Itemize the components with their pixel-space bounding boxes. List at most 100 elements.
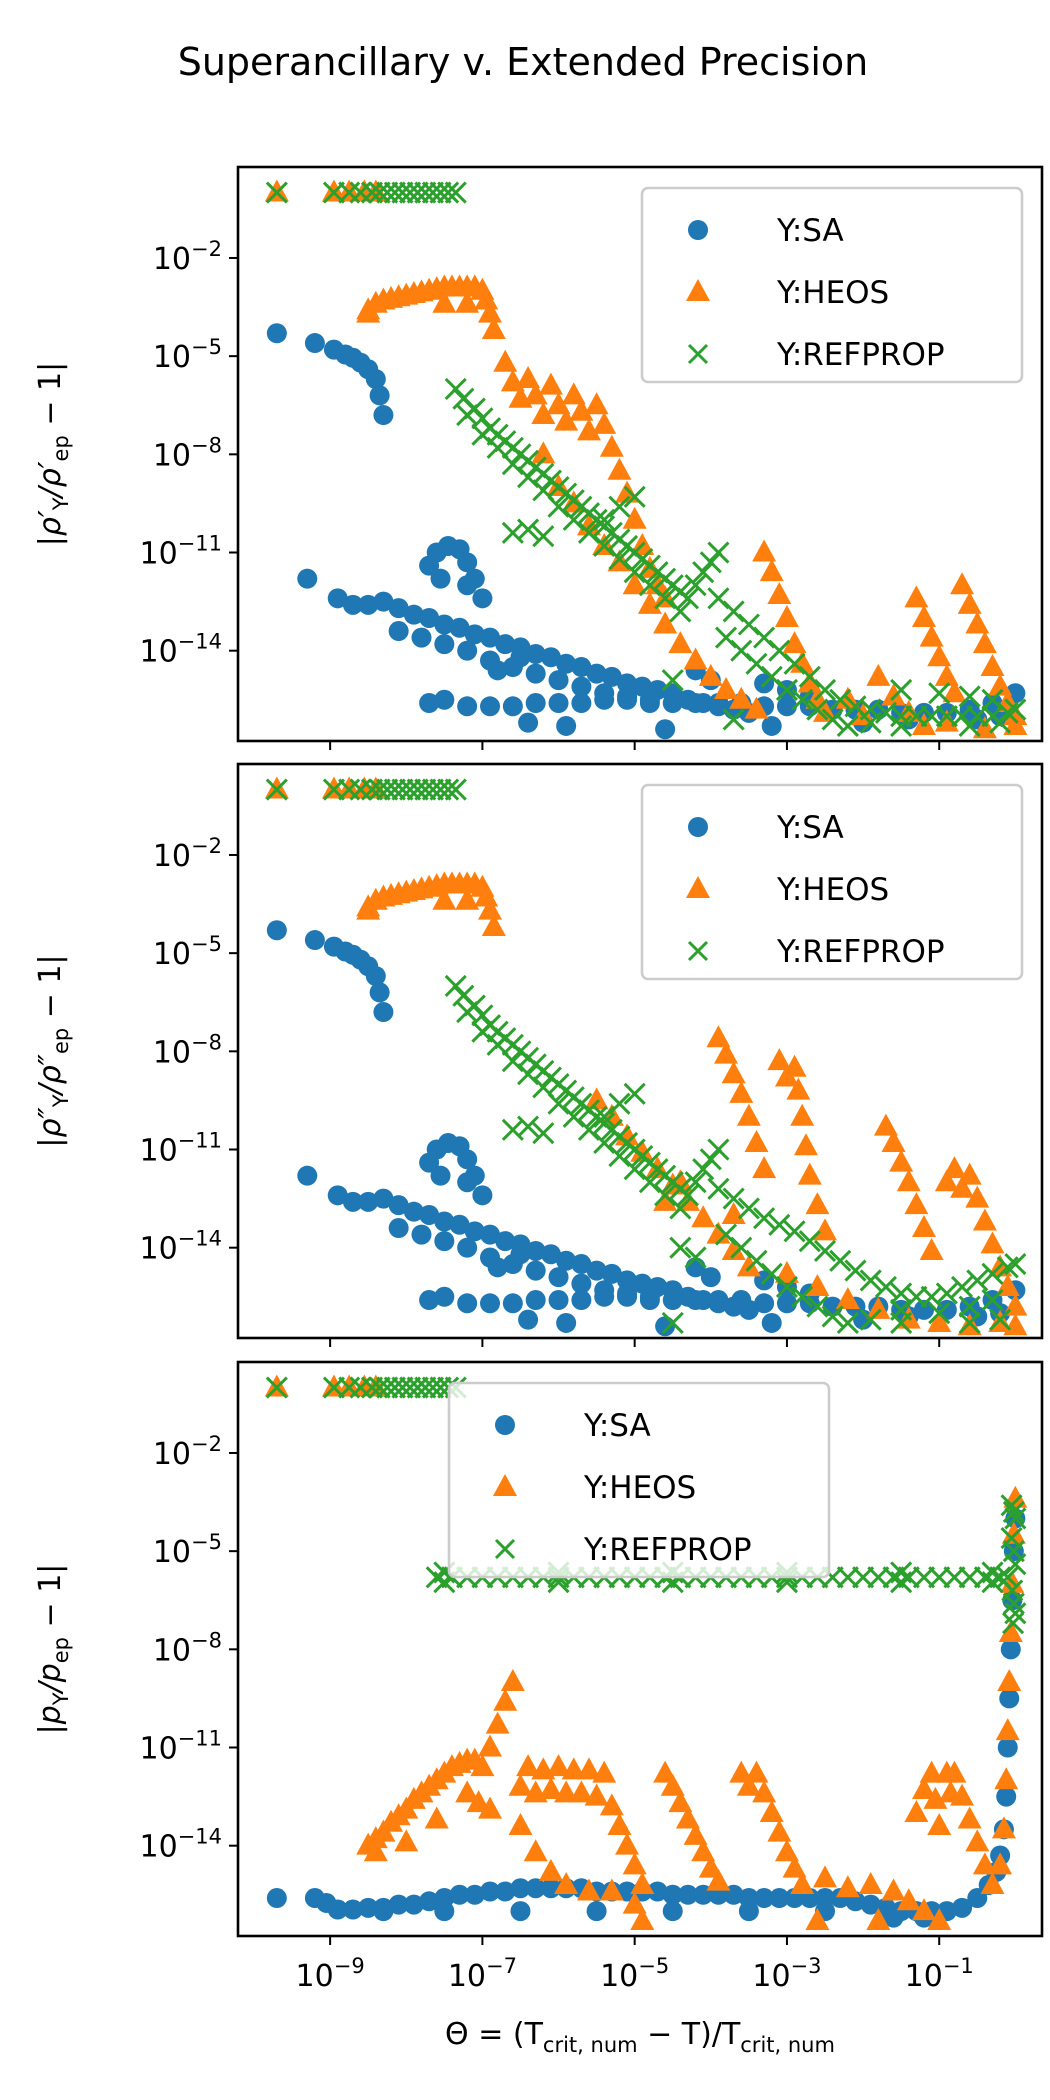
x-tick-label: 10−3 bbox=[752, 1954, 821, 1994]
data-point bbox=[997, 1737, 1018, 1758]
data-point bbox=[1003, 712, 1028, 735]
data-point bbox=[866, 1296, 891, 1319]
data-point bbox=[866, 663, 891, 686]
data-point bbox=[981, 1561, 1004, 1584]
data-point bbox=[714, 1223, 738, 1246]
data-point bbox=[998, 1619, 1023, 1642]
data-point bbox=[434, 1211, 455, 1232]
data-point bbox=[731, 1290, 752, 1311]
data-point bbox=[373, 1188, 394, 1209]
data-point bbox=[836, 714, 859, 738]
data-point bbox=[608, 547, 631, 571]
data-point bbox=[481, 913, 506, 936]
plot-area bbox=[264, 179, 1028, 740]
data-point bbox=[890, 678, 913, 702]
data-point bbox=[571, 1254, 592, 1275]
data-point bbox=[655, 719, 676, 740]
data-point bbox=[388, 621, 409, 642]
data-point bbox=[890, 1298, 913, 1321]
data-point bbox=[540, 1244, 561, 1265]
data-point bbox=[623, 1158, 646, 1181]
data-point bbox=[994, 1767, 1019, 1790]
data-point bbox=[981, 688, 1004, 711]
data-point bbox=[304, 333, 325, 354]
data-point bbox=[950, 1175, 975, 1198]
data-point bbox=[768, 639, 791, 662]
data-point bbox=[669, 1236, 692, 1259]
data-point bbox=[562, 1105, 585, 1128]
data-point bbox=[547, 1092, 570, 1115]
data-point bbox=[478, 897, 503, 920]
data-point bbox=[685, 1290, 706, 1311]
data-point bbox=[661, 1311, 684, 1335]
data-point bbox=[700, 1267, 721, 1288]
data-point bbox=[394, 1829, 419, 1852]
data-point bbox=[684, 1246, 707, 1269]
data-point bbox=[676, 587, 700, 610]
data-point bbox=[972, 1208, 997, 1231]
data-point bbox=[767, 1048, 792, 1071]
data-point bbox=[525, 663, 546, 684]
y-axis-label: |ρ′Y/ρ′ep − 1| bbox=[33, 362, 73, 546]
data-point bbox=[388, 1218, 409, 1239]
data-point bbox=[525, 1240, 546, 1261]
data-point bbox=[388, 1894, 409, 1915]
data-point bbox=[996, 1256, 1019, 1279]
data-point bbox=[457, 1172, 478, 1193]
data-point bbox=[525, 1260, 546, 1281]
data-point bbox=[538, 1858, 563, 1881]
data-point bbox=[654, 1184, 677, 1207]
data-point bbox=[958, 1311, 981, 1335]
data-point bbox=[942, 680, 967, 703]
data-point bbox=[805, 1907, 830, 1930]
data-point bbox=[957, 1806, 982, 1829]
data-point bbox=[707, 587, 730, 610]
data-point bbox=[342, 1191, 363, 1212]
data-point bbox=[798, 665, 821, 688]
data-point bbox=[858, 1871, 883, 1894]
y-tick-label: 10−8 bbox=[153, 433, 222, 473]
data-point bbox=[707, 1138, 730, 1161]
data-point bbox=[365, 369, 386, 390]
x-marker-icon bbox=[687, 940, 709, 962]
panel-top: 10−2 10−5 10−8 10−11 10−14 |ρ′Y/ρ′ep − 1| Y:SA… bbox=[33, 165, 1044, 750]
data-point bbox=[373, 1002, 394, 1023]
data-point bbox=[729, 686, 754, 709]
data-point bbox=[487, 660, 508, 681]
data-point bbox=[721, 1061, 746, 1084]
data-point bbox=[790, 1103, 815, 1126]
data-point bbox=[430, 1165, 451, 1186]
data-point bbox=[890, 1571, 913, 1594]
data-point bbox=[593, 1131, 616, 1155]
data-point bbox=[919, 1237, 944, 1260]
data-point bbox=[517, 1063, 540, 1086]
data-point bbox=[989, 1308, 1012, 1331]
data-point bbox=[745, 1249, 768, 1272]
data-point bbox=[730, 1236, 753, 1259]
circle-marker-icon bbox=[495, 1415, 515, 1435]
data-point bbox=[411, 627, 432, 648]
data-point bbox=[829, 688, 852, 711]
data-point bbox=[706, 1868, 731, 1891]
data-point bbox=[630, 1907, 655, 1930]
data-point bbox=[449, 1884, 470, 1905]
data-point bbox=[449, 1214, 470, 1235]
data-point bbox=[662, 1884, 683, 1905]
data-point bbox=[480, 1881, 501, 1902]
data-point bbox=[714, 1041, 739, 1064]
data-point bbox=[1004, 1252, 1027, 1276]
data-point bbox=[617, 1286, 638, 1307]
data-point bbox=[866, 1907, 891, 1930]
data-point bbox=[685, 693, 706, 714]
data-point bbox=[403, 604, 424, 625]
data-point bbox=[835, 1287, 860, 1310]
legend-box bbox=[447, 1381, 831, 1579]
data-point bbox=[767, 582, 792, 605]
y-tick-label: 10−14 bbox=[139, 630, 222, 670]
y-tick-label: 10−8 bbox=[153, 1628, 222, 1668]
data-point bbox=[923, 1786, 948, 1809]
data-point bbox=[691, 1839, 716, 1862]
data-point bbox=[883, 1907, 904, 1928]
data-point bbox=[722, 600, 745, 623]
data-point bbox=[592, 411, 617, 434]
